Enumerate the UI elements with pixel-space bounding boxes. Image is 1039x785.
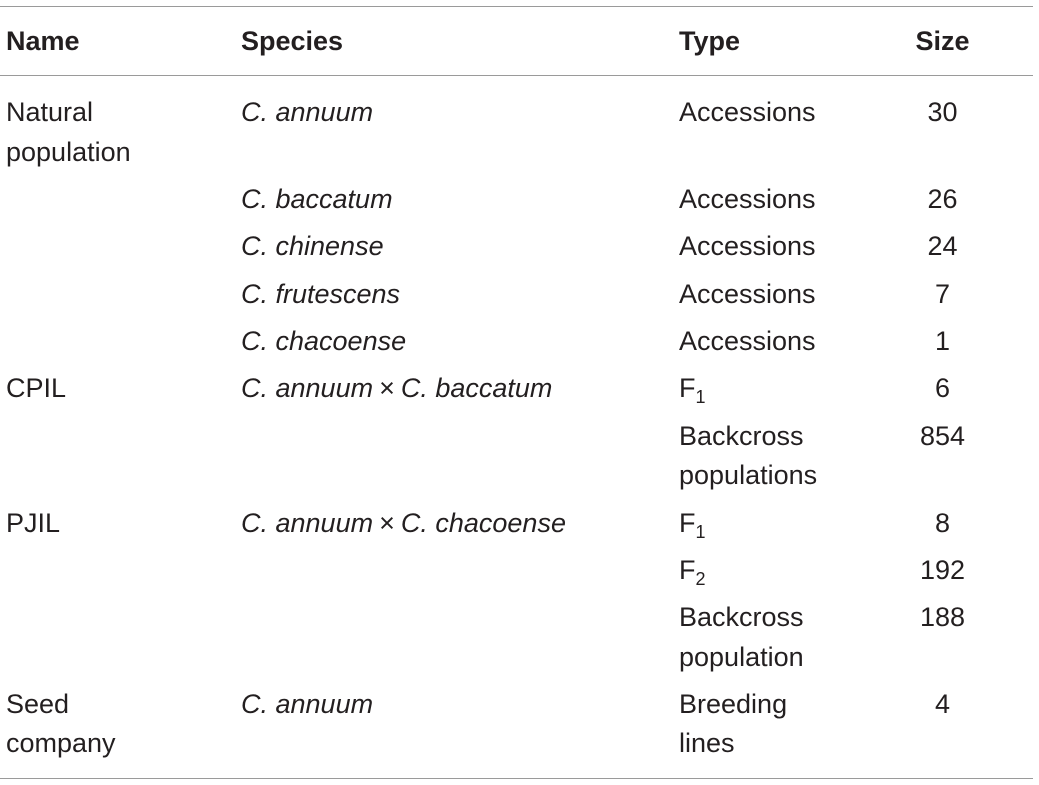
row-species: C. annuum <box>241 689 374 719</box>
row-size: 24 <box>927 231 958 261</box>
cross-symbol: × <box>379 373 395 403</box>
row-type: F1 <box>679 503 879 543</box>
row-name-line1: Natural <box>6 97 94 127</box>
row-type: Accessions <box>679 326 816 356</box>
cross-symbol: × <box>379 508 395 538</box>
row-type: Accessions <box>679 97 816 127</box>
row-type: Accessions <box>679 184 816 214</box>
table-bottom-rule <box>0 778 1033 779</box>
row-name: PJIL <box>6 508 61 538</box>
row-type-line2: population <box>679 642 804 672</box>
row-type: Accessions <box>679 231 816 261</box>
row-name-line2: company <box>6 728 116 758</box>
row-type-line1: Backcross <box>679 602 804 632</box>
generation-letter: F <box>679 508 696 538</box>
row-size: 30 <box>927 97 958 127</box>
row-size: 7 <box>934 279 951 309</box>
row-size: 4 <box>934 689 951 719</box>
row-type-line2: lines <box>679 728 735 758</box>
species-parent-a: C. annuum <box>241 373 374 403</box>
row-type: F1 <box>679 368 879 408</box>
row-size: 6 <box>934 373 951 403</box>
species-parent-b: C. chacoense <box>400 508 566 538</box>
species-parent-a: C. annuum <box>241 508 374 538</box>
row-size: 26 <box>927 184 958 214</box>
row-species: C. frutescens <box>241 279 401 309</box>
row-size: 188 <box>919 602 966 632</box>
row-species: C. annuum × C. baccatum <box>241 368 661 408</box>
header-type: Type <box>679 26 741 56</box>
generation-letter: F <box>679 555 696 585</box>
generation-number: 1 <box>695 522 706 542</box>
row-species: C. annuum <box>241 97 374 127</box>
row-size: 8 <box>934 508 951 538</box>
header-name: Name <box>6 26 80 56</box>
row-type-line1: Backcross <box>679 421 804 451</box>
generation-letter: F <box>679 373 696 403</box>
species-parent-b: C. baccatum <box>400 373 553 403</box>
row-type: Accessions <box>679 279 816 309</box>
row-size: 1 <box>934 326 951 356</box>
table-header-rule <box>0 75 1033 76</box>
row-size: 854 <box>919 421 966 451</box>
row-species: C. annuum × C. chacoense <box>241 503 661 543</box>
row-name-line1: Seed <box>6 689 70 719</box>
row-type-line1: Breeding <box>679 689 788 719</box>
row-species: C. chacoense <box>241 326 407 356</box>
generation-number: 2 <box>695 569 706 589</box>
generation-number: 1 <box>695 387 706 407</box>
row-species: C. chinense <box>241 231 384 261</box>
header-species: Species <box>241 26 344 56</box>
header-size: Size <box>915 26 970 56</box>
row-type-line2: populations <box>679 460 818 490</box>
row-species: C. baccatum <box>241 184 393 214</box>
row-type: F2 <box>679 550 879 590</box>
row-size: 192 <box>919 555 966 585</box>
table-top-rule <box>0 6 1033 7</box>
row-name: CPIL <box>6 373 67 403</box>
row-name-line2: population <box>6 137 131 167</box>
